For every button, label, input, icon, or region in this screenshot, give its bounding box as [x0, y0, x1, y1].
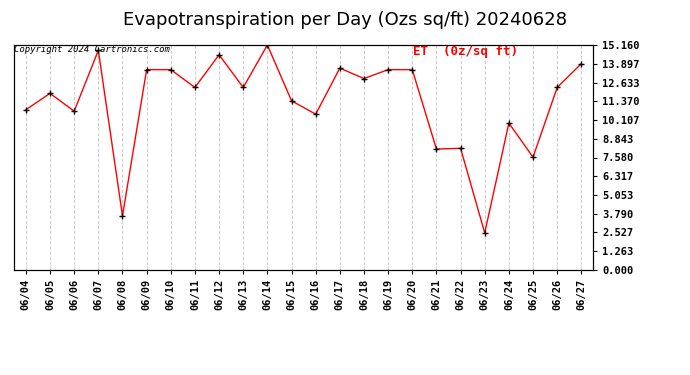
Text: Evapotranspiration per Day (Ozs sq/ft) 20240628: Evapotranspiration per Day (Ozs sq/ft) 2…: [123, 11, 567, 29]
Text: Copyright 2024 Cartronics.com: Copyright 2024 Cartronics.com: [14, 45, 170, 54]
Text: ET  (0z/sq ft): ET (0z/sq ft): [413, 45, 518, 58]
